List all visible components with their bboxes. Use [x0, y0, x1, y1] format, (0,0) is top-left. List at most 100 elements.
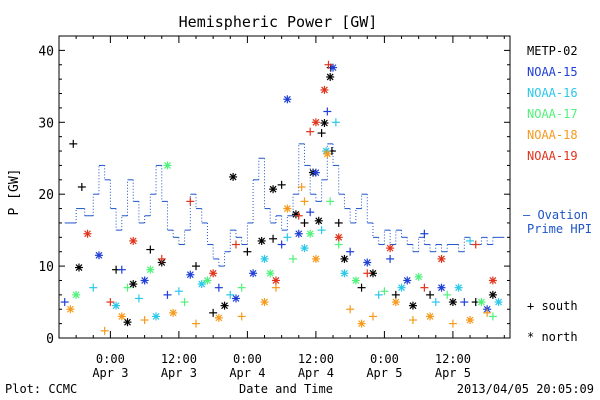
data-point — [323, 107, 332, 116]
data-point — [220, 301, 229, 310]
data-point — [112, 301, 121, 310]
data-point — [346, 247, 355, 256]
data-point — [323, 149, 332, 158]
legend: METP-02 NOAA-15 NOAA-16 NOAA-17 NOAA-18 NOAA-… — [527, 44, 578, 344]
data-point — [314, 216, 323, 225]
data-point — [317, 226, 326, 235]
data-point — [306, 229, 315, 238]
data-point — [117, 312, 126, 321]
data-point — [300, 244, 309, 253]
data-point — [368, 269, 377, 278]
data-point — [443, 290, 452, 299]
y-tick-label: 30 — [38, 116, 54, 131]
x-tick-label-date: Apr 4 — [298, 366, 334, 380]
data-point — [60, 298, 69, 307]
data-point — [297, 183, 306, 191]
ovation-legend-line1: — Ovation — [523, 208, 588, 222]
data-point — [326, 197, 335, 206]
data-point — [324, 60, 333, 69]
data-point — [311, 254, 320, 263]
data-point — [214, 283, 223, 292]
data-point — [266, 269, 275, 278]
x-tick-label-time: 0:00 — [233, 352, 262, 366]
data-point — [306, 127, 315, 136]
x-tick-label-date: Apr 3 — [92, 366, 128, 380]
data-point — [123, 318, 132, 327]
x-tick-label-date: Apr 5 — [435, 366, 471, 380]
data-point — [306, 208, 315, 217]
data-point — [363, 269, 372, 278]
y-tick-label: 20 — [38, 188, 54, 203]
legend-series-label: NOAA-19 — [527, 149, 578, 163]
data-point — [237, 312, 246, 321]
data-point — [152, 312, 161, 321]
data-point — [414, 272, 423, 281]
data-point — [209, 269, 218, 278]
x-tick-label-time: 0:00 — [370, 352, 399, 366]
data-point — [157, 254, 166, 263]
data-point — [283, 204, 292, 213]
data-point — [229, 172, 238, 181]
data-point — [311, 168, 320, 177]
data-point — [197, 280, 206, 289]
data-point — [169, 308, 178, 317]
data-point — [294, 229, 303, 238]
data-point — [426, 290, 435, 299]
ovation-legend-line2: Prime HPI — [527, 222, 592, 236]
legend-series-label: NOAA-15 — [527, 65, 578, 79]
data-point — [260, 298, 269, 307]
data-point — [368, 312, 377, 321]
legend-marker-label: + south — [527, 299, 578, 313]
data-point — [140, 276, 149, 285]
x-tick-label-date: Apr 5 — [366, 366, 402, 380]
data-point — [140, 316, 149, 325]
data-point — [231, 240, 240, 249]
data-point — [374, 290, 383, 299]
legend-marker-label: * north — [527, 330, 578, 344]
data-point — [106, 298, 115, 307]
data-point — [420, 283, 429, 292]
y-tick-label: 40 — [38, 44, 54, 59]
data-point — [363, 258, 372, 267]
data-point — [357, 283, 366, 292]
data-point — [483, 308, 492, 317]
x-tick-label-time: 12:00 — [161, 352, 197, 366]
x-tick-label-date: Apr 4 — [229, 366, 265, 380]
data-point — [386, 244, 395, 253]
data-point — [437, 254, 446, 263]
data-point — [269, 234, 278, 243]
data-point — [391, 290, 400, 299]
data-point — [214, 313, 223, 322]
data-point — [77, 183, 86, 191]
legend-series-label: NOAA-18 — [527, 128, 578, 142]
data-point — [471, 240, 480, 249]
data-point — [357, 319, 366, 328]
y-tick-label: 10 — [38, 260, 54, 275]
data-point — [269, 185, 278, 194]
data-point — [283, 95, 292, 104]
data-point — [163, 290, 172, 299]
data-point — [209, 308, 218, 317]
data-point — [180, 298, 189, 307]
data-point — [100, 326, 109, 335]
data-point — [408, 316, 417, 325]
data-point — [351, 276, 360, 285]
data-point — [334, 233, 343, 242]
data-point — [460, 298, 469, 307]
data-point — [260, 254, 269, 263]
y-axis-label: P [GW] — [7, 169, 22, 216]
data-point — [334, 218, 343, 227]
data-point — [174, 287, 183, 296]
data-point — [249, 269, 258, 278]
data-point — [426, 312, 435, 321]
x-tick-label-date: Apr 3 — [161, 366, 197, 380]
data-point — [237, 283, 246, 292]
data-point — [466, 236, 475, 245]
data-points — [60, 60, 503, 335]
data-point — [192, 319, 201, 328]
x-tick-label-time: 0:00 — [96, 352, 125, 366]
data-point — [69, 139, 78, 148]
data-point — [488, 312, 497, 321]
data-point — [277, 240, 286, 249]
